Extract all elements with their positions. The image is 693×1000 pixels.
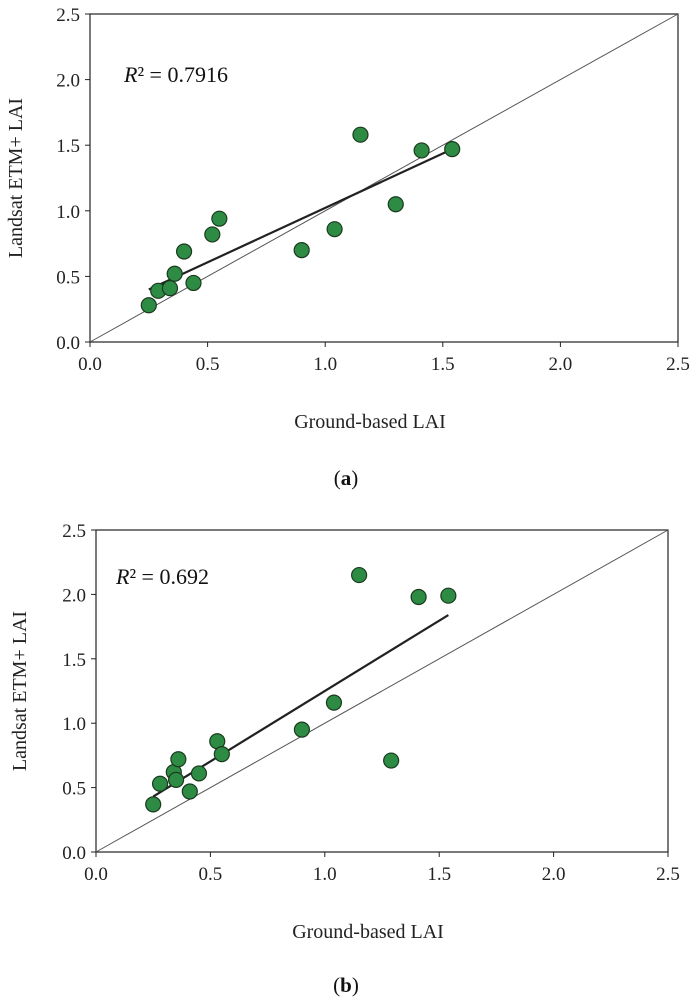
panel-a-fit-line (148, 148, 453, 291)
panel-a-data-point (387, 196, 404, 213)
panel-b-x-axis-title: Ground-based LAI (292, 921, 444, 943)
panel-b-x-tick-label: 2.0 (542, 864, 566, 885)
panel-b-data-point (167, 771, 185, 788)
panel-b-data-point (440, 587, 457, 604)
panel-b-x-tick-label: 1.0 (313, 864, 337, 885)
panel-a-data-point (175, 243, 193, 260)
panel-a-y-axis-title: Landsat ETM+ LAI (5, 98, 27, 258)
panel-a-data-point (413, 142, 430, 159)
panel-b-y-tick-label: 2.0 (62, 585, 86, 606)
panel-b-y-tick-label: 0.5 (62, 779, 86, 800)
panel-a-data-point (352, 126, 369, 143)
panel-a-data-point (161, 280, 179, 297)
panel-b-plot-frame (95, 529, 669, 853)
panel-b-data-point (383, 752, 400, 769)
panel-b-y-axis-title: Landsat ETM+ LAI (9, 611, 31, 771)
panel-a-data-point (185, 274, 202, 292)
panel-a-y-tick-label: 2.0 (56, 71, 80, 92)
panel-a-y-tick-label: 2.5 (56, 5, 80, 26)
panel-b-data-point (351, 566, 368, 584)
panel-a-x-axis-title: Ground-based LAI (294, 411, 446, 433)
panel-a-data-point (211, 210, 228, 227)
panel-b-data-point (170, 751, 187, 768)
panel-a-data-point (204, 226, 221, 243)
panel-a-data-point (166, 265, 183, 282)
panel-b-label: (b) (333, 973, 359, 997)
panel-a-x-tick-label: 1.0 (313, 354, 337, 375)
panel-b-data-point (213, 746, 230, 763)
panel-b-x-tick-label: 0.5 (199, 864, 223, 885)
panel-b-x-tick-label: 1.5 (427, 864, 451, 885)
panel-a-x-tick-label: 2.0 (549, 354, 573, 375)
panel-a-y-tick-label: 1.5 (56, 136, 80, 157)
panel-a-data-point (140, 297, 157, 314)
panel-a-r2-annotation: R² = 0.7916 (123, 62, 228, 87)
panel-b-data-point (410, 588, 427, 606)
panel-b-x-tick-label: 2.5 (656, 864, 680, 885)
panel-b-data-point (325, 694, 343, 711)
panel-a-data-point (326, 221, 343, 238)
panel-b-y-tick-label: 1.0 (62, 714, 86, 735)
panel-a-y-tick-label: 0.5 (56, 267, 80, 288)
panel-b-data-point (293, 721, 311, 738)
panel-b-data-point (151, 775, 169, 792)
panel-a-plot-frame (89, 13, 679, 343)
panel-b-x-tick-label: 0.0 (84, 864, 108, 885)
panel-b-r2-annotation: R² = 0.692 (115, 564, 209, 589)
panel-a-x-tick-label: 0.0 (78, 354, 102, 375)
panel-b-data-point (145, 796, 162, 813)
panel-a-data-point (293, 242, 310, 259)
panel-a-x-tick-label: 2.5 (666, 354, 690, 375)
panel-a-y-tick-label: 0.0 (56, 333, 80, 354)
panel-a-y-tick-label: 1.0 (56, 202, 80, 223)
panel-b-data-point (190, 765, 208, 782)
panel-a-x-tick-label: 0.5 (196, 354, 220, 375)
panel-b-y-tick-label: 0.0 (62, 843, 86, 864)
panel-a-data-point (444, 141, 461, 158)
panel-b-data-point (181, 783, 198, 800)
panel-a-label: (a) (334, 466, 359, 490)
panel-b-y-tick-label: 1.5 (62, 650, 86, 671)
panel-a-x-tick-label: 1.5 (431, 354, 455, 375)
panel-b-y-tick-label: 2.5 (62, 521, 86, 542)
